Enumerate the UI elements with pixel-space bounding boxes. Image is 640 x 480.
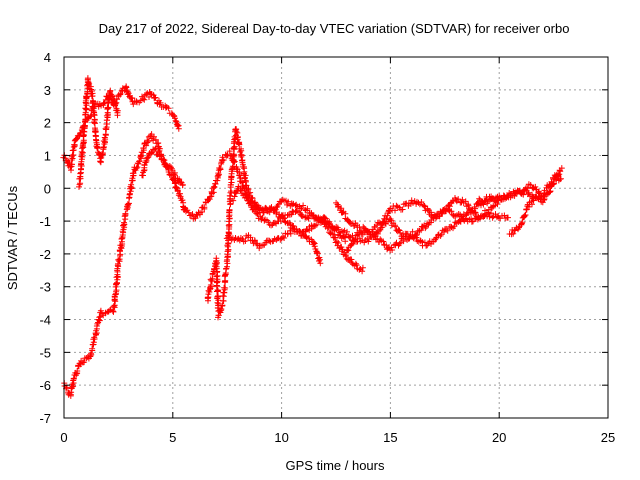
y-tick-label: -4 — [39, 313, 51, 328]
series-sat-e — [204, 126, 324, 321]
grid-lines — [64, 57, 608, 418]
plot-frame — [63, 56, 609, 419]
axis-ticks: 0 5 10 15 20 25 -7 -6 -5 -4 -3 -2 -1 0 1 2 3 4 — [39, 50, 615, 445]
chart-title: Day 217 of 2022, Sidereal Day-to-day VTE… — [99, 21, 570, 36]
y-tick-label: 3 — [44, 83, 51, 98]
y-tick-label: -1 — [39, 214, 51, 229]
y-tick-label: -7 — [39, 411, 51, 426]
series-marks — [60, 83, 182, 174]
x-tick-label: 20 — [492, 430, 506, 445]
series-sat-b — [76, 75, 121, 190]
x-axis-label: GPS time / hours — [286, 458, 385, 473]
y-tick-label: 4 — [44, 50, 51, 65]
x-tick-label: 15 — [383, 430, 397, 445]
series-sat-k — [474, 165, 565, 207]
x-tick-label: 0 — [60, 430, 67, 445]
x-tick-label: 25 — [601, 430, 615, 445]
series-marks — [223, 214, 349, 252]
x-tick-label: 10 — [274, 430, 288, 445]
y-tick-label: -3 — [39, 280, 51, 295]
y-tick-label: -2 — [39, 247, 51, 262]
series-marks — [204, 126, 324, 321]
y-tick-label: 2 — [44, 116, 51, 131]
x-tick-label: 5 — [169, 430, 176, 445]
data-series — [60, 75, 565, 399]
series-marks — [76, 75, 121, 190]
series-sat-g — [223, 214, 349, 252]
series-sat-a — [60, 83, 182, 174]
y-tick-label: -6 — [39, 378, 51, 393]
series-marks — [474, 165, 565, 207]
y-axis-label: SDTVAR / TECUs — [5, 185, 20, 290]
y-tick-label: -5 — [39, 345, 51, 360]
y-tick-label: 1 — [44, 148, 51, 163]
y-tick-label: 0 — [44, 181, 51, 196]
